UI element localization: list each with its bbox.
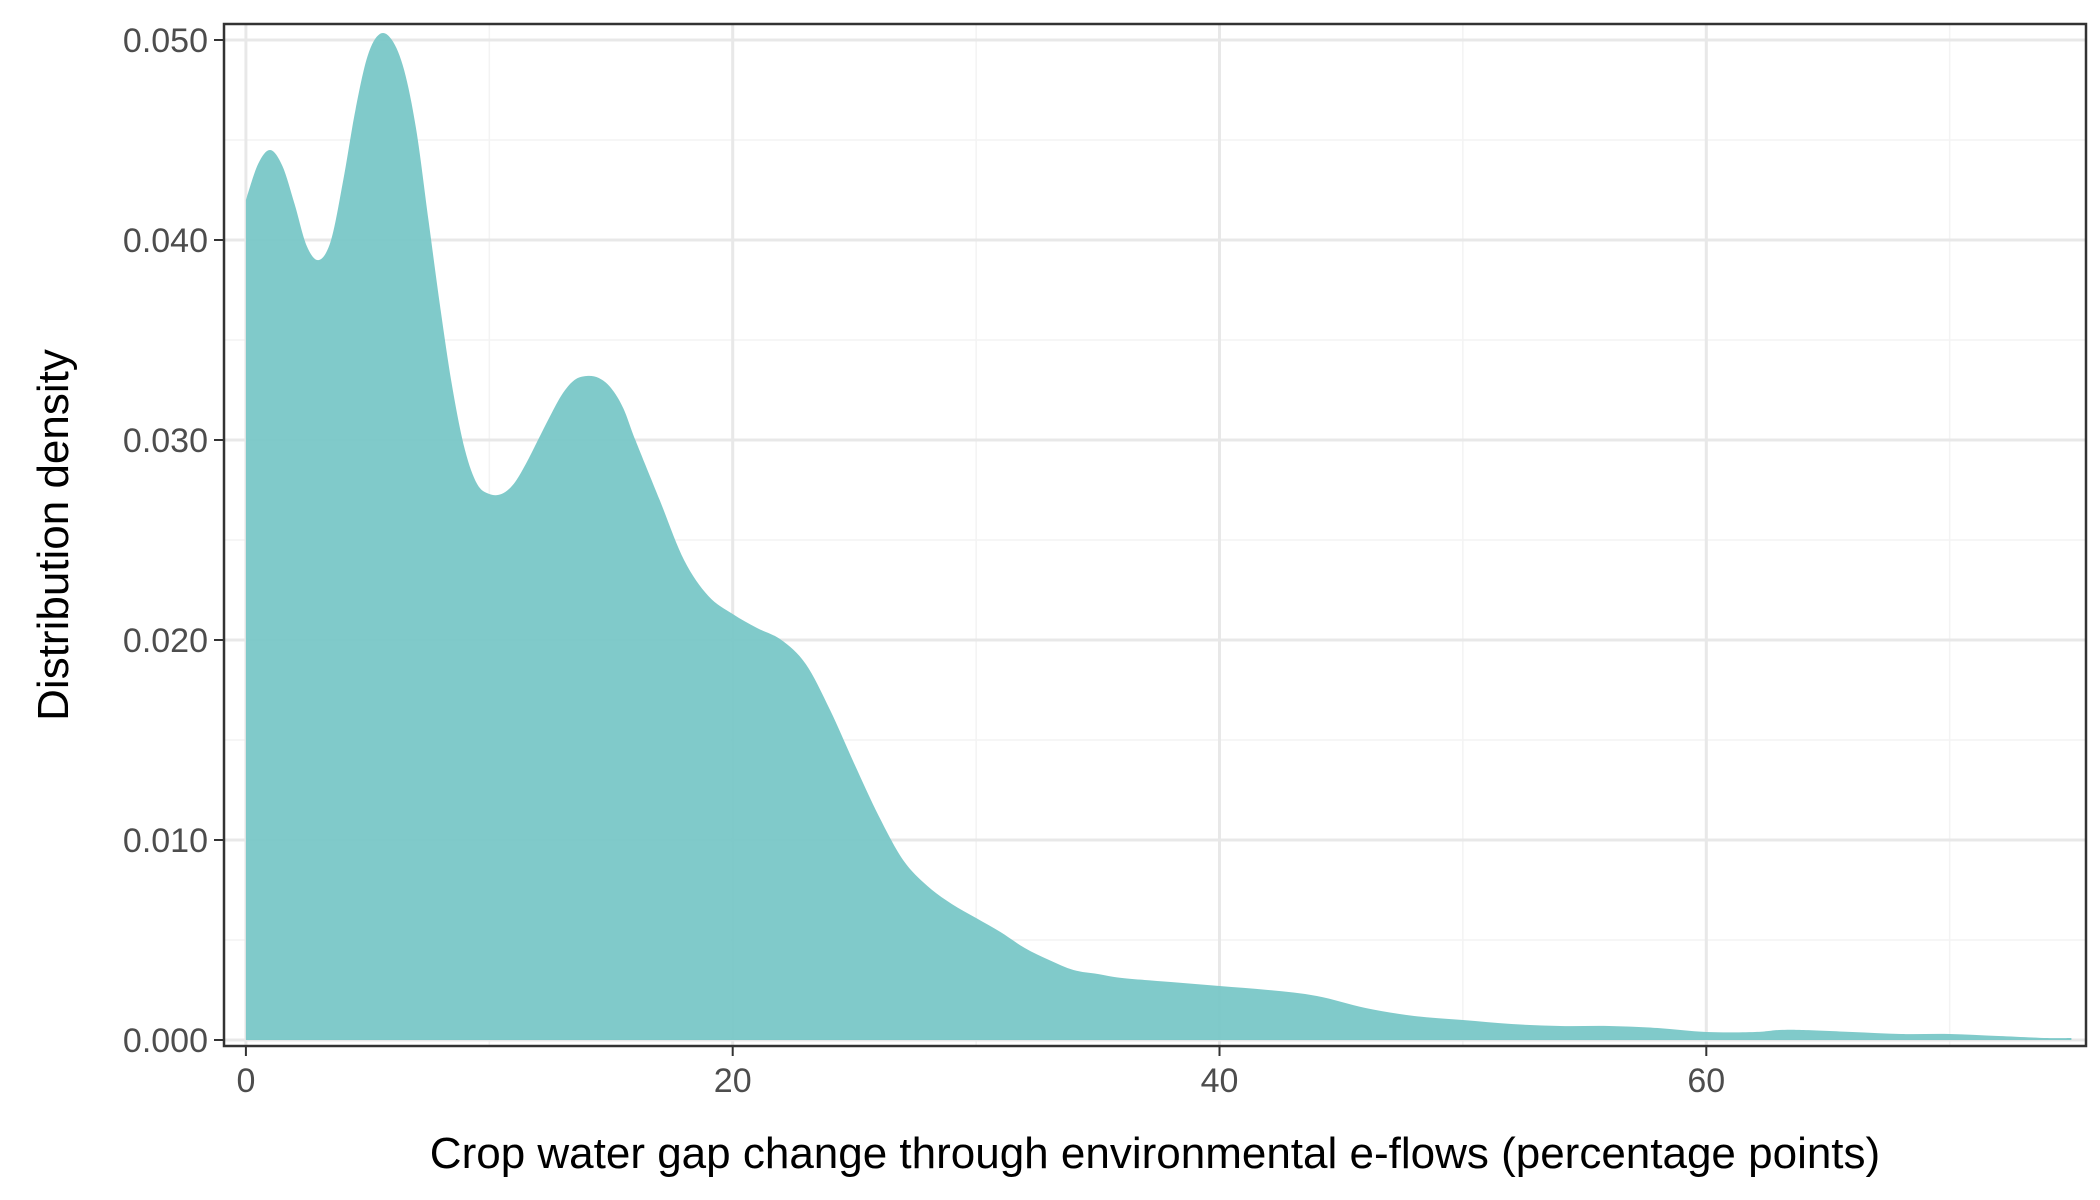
density-area [245,32,2072,1041]
y-tick-label: 0.050 [123,22,208,60]
y-axis-title: Distribution density [29,349,78,721]
x-axis-title: Crop water gap change through environmen… [430,1129,1880,1178]
x-tick-label: 60 [1687,1062,1725,1100]
y-tick-label: 0.010 [123,822,208,860]
x-tick-label: 20 [714,1062,752,1100]
x-tick-label: 0 [236,1062,255,1100]
area-layer [245,32,2072,1041]
y-tick-label: 0.020 [123,622,208,660]
ticks-layer: 0 20 40 60 0.000 0.010 0.020 0.030 0.040 0.050 [123,22,1725,1100]
panel-border [222,22,2088,1048]
y-tick-label: 0.040 [123,222,208,260]
y-tick-label: 0.000 [123,1022,208,1060]
y-tick-label: 0.030 [123,422,208,460]
x-tick-label: 40 [1201,1062,1239,1100]
